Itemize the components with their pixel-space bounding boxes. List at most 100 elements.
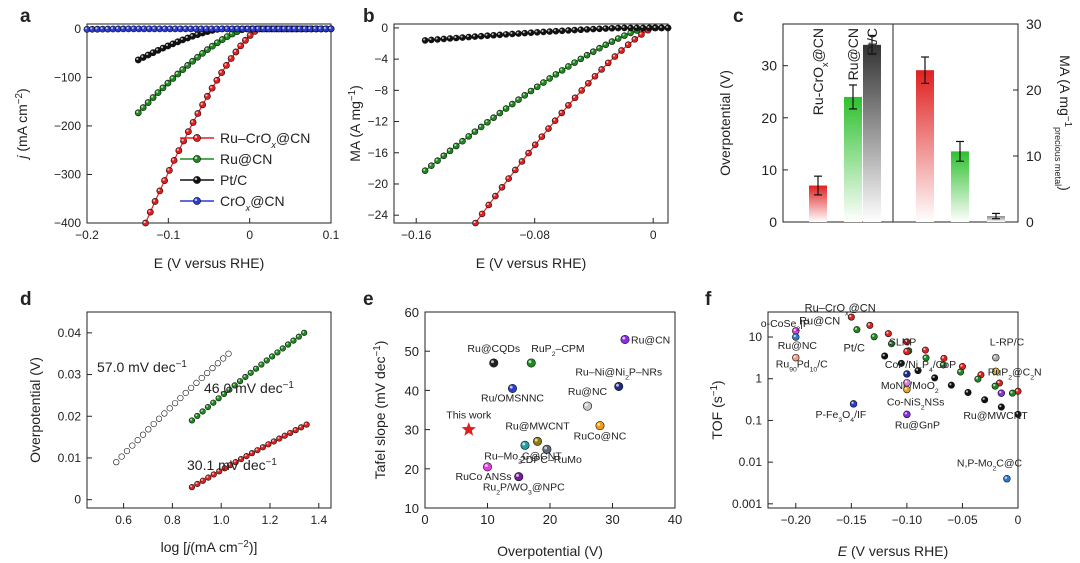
marker-highlight (157, 26, 160, 30)
marker-highlight (217, 469, 220, 472)
data-point (652, 24, 659, 32)
data-point (208, 84, 216, 92)
label-part: Ru@CQDs (467, 343, 520, 355)
data-point (997, 403, 1005, 411)
data-point (213, 39, 221, 47)
data-point (485, 201, 493, 209)
point-label: Ru2P/WO3@NPC (483, 482, 565, 497)
y-tick-label: −8 (374, 83, 388, 97)
series-Ru@CN (421, 24, 672, 175)
marker-body (531, 141, 539, 149)
data-point (496, 109, 504, 117)
marker-highlight (904, 349, 908, 352)
marker-body (496, 31, 504, 39)
marker-highlight (226, 351, 229, 354)
marker-body (866, 321, 874, 329)
data-point (608, 24, 616, 32)
marker-body (252, 365, 260, 372)
point-Ru@GnP: Ru@GnP (895, 410, 940, 431)
data-point (210, 471, 217, 478)
data-point (1014, 410, 1022, 418)
data-point (174, 38, 182, 46)
panel-d: 0.6 0.8 1.0 1.2 1.4 0 0.01 0.02 0.03 0.04 log [j(m… (27, 311, 332, 555)
marker-highlight (591, 49, 594, 52)
marker-highlight (553, 29, 557, 32)
data-point (199, 49, 206, 57)
marker-highlight (194, 177, 198, 181)
x-tick-label: −0.08 (520, 228, 551, 242)
marker-body (184, 61, 192, 69)
marker-body (446, 35, 454, 42)
data-point (484, 32, 491, 39)
marker-body (274, 349, 281, 356)
right-bar-1 (951, 140, 969, 222)
marker-body (508, 30, 516, 38)
data-point (633, 24, 641, 32)
data-point (583, 51, 591, 59)
data-point (471, 33, 479, 40)
marker-body (154, 89, 162, 97)
marker-highlight (585, 27, 588, 30)
marker-body (218, 69, 226, 77)
data-point (194, 480, 201, 488)
marker-body (502, 105, 510, 112)
series-Pt/C (421, 24, 672, 44)
label-part: This work (446, 410, 492, 422)
axes-frame (767, 311, 1019, 509)
marker-body (604, 59, 612, 67)
data-point (611, 53, 619, 60)
label-part: 90 (789, 366, 797, 373)
marker-body (428, 162, 435, 169)
marker-highlight (553, 72, 557, 75)
data-point (301, 329, 308, 336)
marker-highlight (286, 342, 289, 345)
marker-highlight (210, 86, 213, 89)
marker-highlight (271, 26, 275, 30)
data-point (658, 24, 666, 32)
marker-highlight (526, 151, 529, 154)
data-point (188, 384, 195, 392)
marker-body (129, 442, 136, 449)
marker-body (595, 421, 605, 431)
x-tick-label: 0 (421, 512, 428, 527)
marker-highlight (616, 383, 619, 387)
marker-highlight (248, 370, 251, 373)
marker-highlight (572, 28, 575, 31)
label-part: −1 (266, 457, 277, 468)
data-point (149, 94, 157, 101)
marker-body (542, 444, 552, 454)
label-part: Pt/C (220, 172, 247, 188)
data-point (446, 147, 454, 155)
marker-body (921, 346, 929, 354)
y-tick-label: 0.02 (58, 409, 82, 423)
data-point (903, 370, 911, 378)
data-point (296, 25, 304, 33)
data-point (492, 192, 499, 200)
data-point (287, 429, 294, 437)
marker-highlight (566, 103, 569, 106)
label-part: precious metal (1053, 127, 1063, 186)
marker-body (596, 25, 603, 33)
point-Ru/OMSNNC: Ru/OMSNNC (481, 383, 544, 404)
legend-marker (193, 197, 201, 205)
marker-highlight (238, 43, 241, 47)
marker-body (169, 75, 177, 82)
data-point (614, 24, 622, 32)
marker-highlight (628, 25, 631, 29)
panel-a: −0.2 −0.1 0 0.1 0 −100 −200 −300 −400 E (V versus… (14, 22, 340, 271)
marker-body (213, 76, 221, 84)
series-30.1 mV dec−1 (188, 421, 310, 491)
point-2DPC–RuMo: 2DPC–RuMo (520, 444, 582, 466)
y-tick-label: −20 (368, 177, 389, 191)
marker-highlight (141, 432, 144, 435)
data-point (194, 110, 202, 117)
marker-highlight (200, 409, 203, 412)
marker-body (546, 75, 553, 82)
marker-highlight (255, 448, 258, 451)
marker-highlight (178, 26, 181, 30)
point-SLNP: SLNP (889, 336, 916, 356)
data-point (179, 66, 187, 74)
point-label: RuP2–CPM (531, 343, 584, 358)
marker-highlight (915, 368, 919, 371)
data-point (280, 25, 288, 33)
